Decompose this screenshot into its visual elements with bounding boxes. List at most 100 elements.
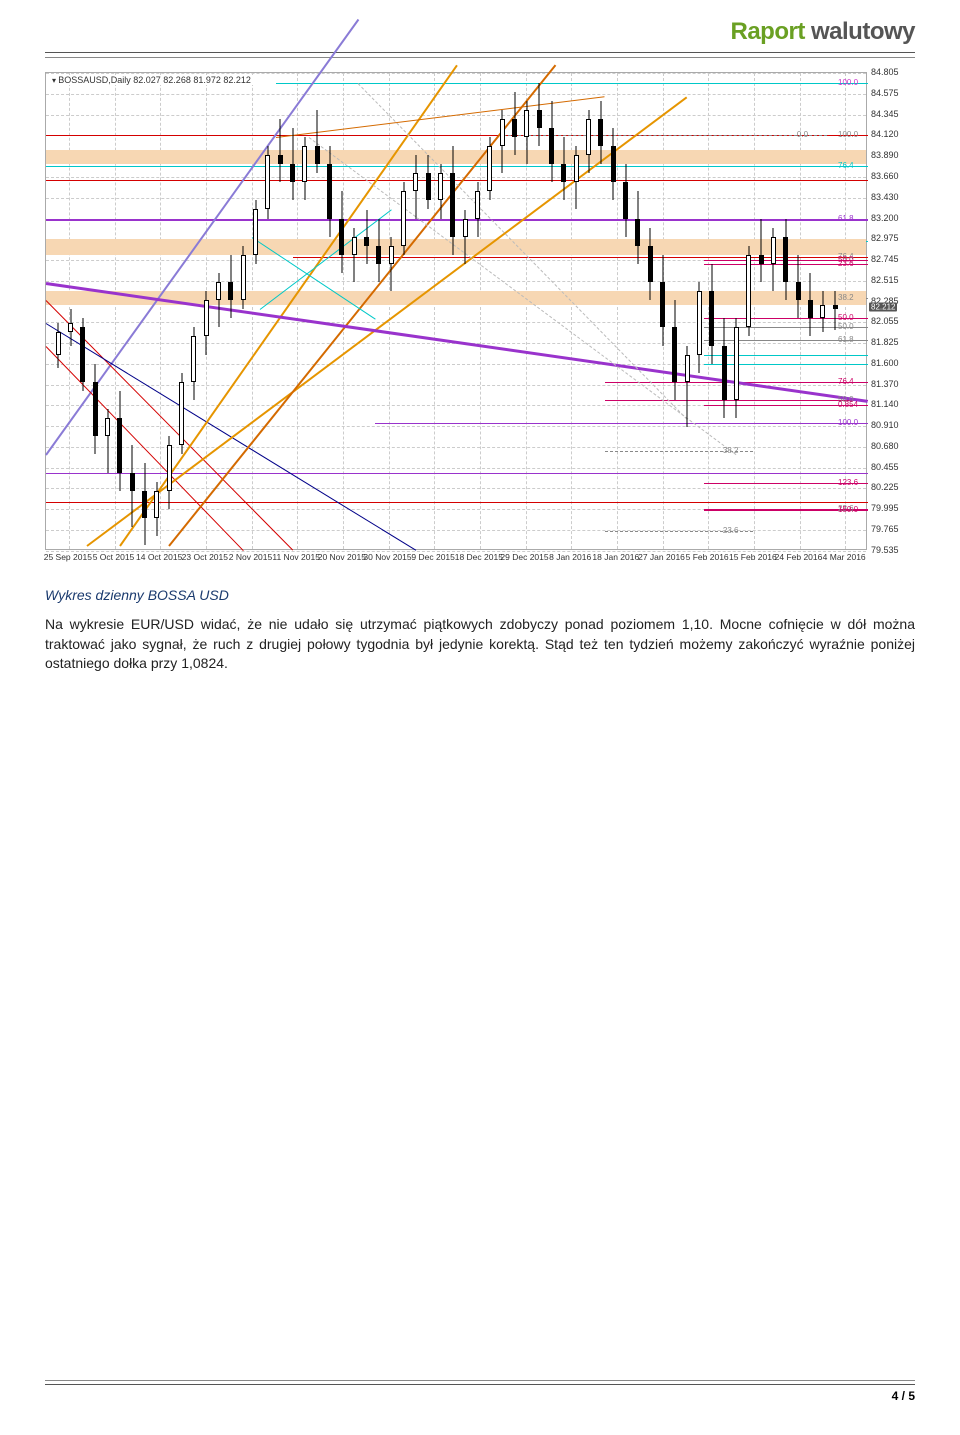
candlestick (327, 146, 332, 237)
horizontal-level-line (704, 364, 868, 365)
y-axis-tick-label: 84.805 (871, 67, 899, 77)
y-axis-tick-label: 82.515 (871, 275, 899, 285)
y-axis-tick-label: 80.225 (871, 482, 899, 492)
candlestick (216, 273, 221, 327)
candlestick (648, 228, 653, 301)
candlestick (167, 436, 172, 509)
brand-prefix: Raport (730, 18, 811, 45)
level-label: 100.0 (838, 130, 858, 139)
candlestick (574, 146, 579, 209)
x-axis-tick-label: 4 Mar 2016 (823, 552, 866, 562)
candlestick (105, 409, 110, 472)
candlestick (697, 282, 702, 373)
y-axis-tick-label: 83.890 (871, 150, 899, 160)
candlestick (278, 119, 283, 182)
candlestick (80, 318, 85, 391)
level-label: 50.0 (838, 322, 854, 331)
candlestick (746, 246, 751, 337)
candlestick (796, 255, 801, 318)
y-axis-tick-label: 81.140 (871, 399, 899, 409)
x-axis-tick-label: 2 Nov 2015 (229, 552, 272, 562)
y-axis-tick-label: 82.975 (871, 233, 899, 243)
candlestick (93, 364, 98, 455)
x-axis-tick-label: 18 Dec 2015 (455, 552, 503, 562)
candlestick (660, 255, 665, 346)
level-label: 123.6 (838, 478, 858, 487)
level-label: 76.4 (838, 161, 854, 170)
candlestick (438, 164, 443, 218)
candlestick (586, 110, 591, 173)
candlestick (204, 291, 209, 354)
candlestick (228, 255, 233, 318)
x-axis-tick-label: 23 Oct 2015 (182, 552, 228, 562)
horizontal-level-line (46, 219, 868, 221)
candlestick (191, 327, 196, 400)
candlestick (117, 391, 122, 491)
trend-line (276, 96, 605, 138)
candlestick (598, 101, 603, 164)
horizontal-level-line (704, 355, 868, 356)
candlestick (315, 110, 320, 173)
candlestick (475, 182, 480, 236)
y-axis-tick-label: 82.055 (871, 316, 899, 326)
level-label: 0.854 (838, 400, 858, 409)
candlestick (376, 219, 381, 282)
x-axis-tick-label: 9 Dec 2015 (411, 552, 454, 562)
footer-rule (45, 1384, 915, 1385)
body-paragraph: Na wykresie EUR/USD widać, że nie udało … (45, 615, 915, 674)
candlestick (672, 300, 677, 400)
price-zone (46, 150, 866, 165)
candlestick (450, 146, 455, 255)
candlestick (500, 110, 505, 173)
candlestick (265, 146, 270, 219)
level-label: 100.0 (838, 78, 858, 87)
candlestick (783, 219, 788, 301)
x-axis-tick-label: 27 Jan 2016 (638, 552, 685, 562)
level-label: 50.0 (838, 313, 854, 322)
level-label: 150.0 (838, 505, 858, 514)
current-price-marker: 82.212 (869, 303, 897, 312)
horizontal-level-line (46, 166, 868, 167)
x-axis-tick-label: 18 Jan 2016 (592, 552, 639, 562)
y-axis-tick-label: 84.575 (871, 88, 899, 98)
candlestick (722, 318, 727, 418)
level-label: 23.6 (723, 526, 739, 535)
level-label: 38.2 (838, 293, 854, 302)
candlestick (549, 101, 554, 183)
level-label: 76.4 (838, 377, 854, 386)
candlestick (635, 191, 640, 264)
x-axis-tick-label: 11 Nov 2015 (272, 552, 320, 562)
candlestick (463, 210, 468, 264)
y-axis-tick-label: 79.535 (871, 545, 899, 555)
y-axis-tick-label: 83.430 (871, 192, 899, 202)
y-axis-tick-label: 79.765 (871, 524, 899, 534)
candlestick (68, 309, 73, 345)
candlestick (130, 445, 135, 527)
y-axis-tick-label: 79.995 (871, 503, 899, 513)
chart-title: BOSSAUSD,Daily 82.027 82.268 81.972 82.2… (50, 75, 253, 85)
candlestick (302, 137, 307, 200)
price-chart: BOSSAUSD,Daily 82.027 82.268 81.972 82.2… (45, 72, 915, 567)
horizontal-level-line (375, 423, 868, 424)
candlestick (623, 164, 628, 237)
y-axis-tick-label: 80.680 (871, 441, 899, 451)
chart-plot-area: BOSSAUSD,Daily 82.027 82.268 81.972 82.2… (45, 72, 867, 550)
candlestick (487, 137, 492, 200)
brand-suffix: walutowy (811, 18, 915, 45)
y-axis-tick-label: 81.600 (871, 358, 899, 368)
candlestick (142, 463, 147, 545)
x-axis-tick-label: 29 Dec 2015 (500, 552, 548, 562)
level-label: 100.0 (838, 418, 858, 427)
candlestick (709, 264, 714, 364)
level-label: 61.8 (838, 335, 854, 344)
candlestick (833, 291, 838, 330)
x-axis-tick-label: 25 Sep 2015 (44, 552, 92, 562)
candlestick (290, 128, 295, 201)
candlestick (241, 246, 246, 309)
candlestick (561, 137, 566, 200)
level-label: 0.0 (797, 130, 808, 139)
x-axis-tick-label: 8 Jan 2016 (549, 552, 591, 562)
x-axis-tick-label: 5 Oct 2015 (93, 552, 135, 562)
y-axis-tick-label: 80.455 (871, 462, 899, 472)
candlestick (759, 219, 764, 282)
